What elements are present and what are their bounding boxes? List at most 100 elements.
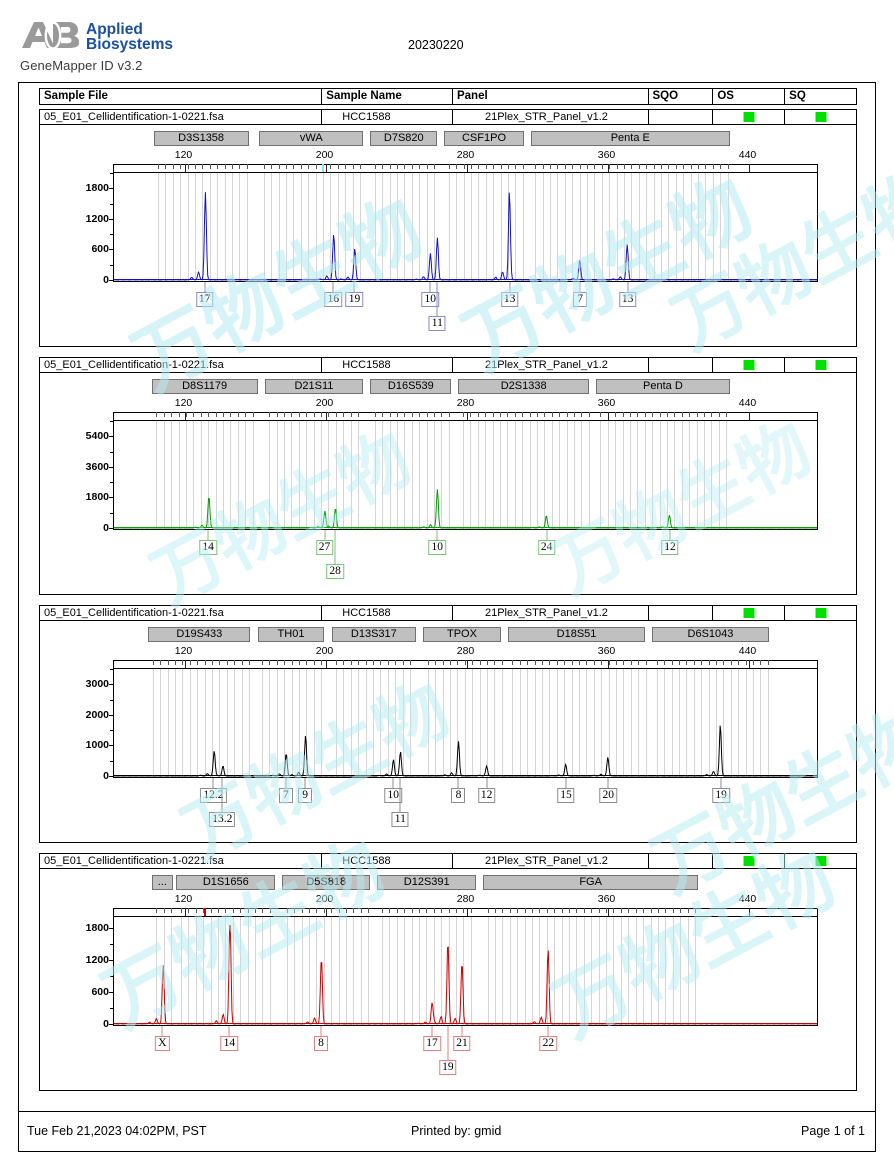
allele-call-9[interactable]: 9 [298,788,313,803]
y-tick-label-1000: 1000 [85,739,109,752]
ruler-minor-tick [426,412,428,417]
marker-FGA[interactable]: FGA [483,875,699,890]
bin-gridline [698,173,700,281]
marker-D18S51[interactable]: D18S51 [507,627,646,642]
sample-info-row[interactable]: 05_E01_Cellidentification-1-0221.fsa HCC1… [40,854,856,869]
ruler-minor-tick [726,412,728,417]
allele-call-11[interactable]: 11 [428,316,446,331]
sample-panel-black[interactable]: 05_E01_Cellidentification-1-0221.fsa HCC1… [39,605,857,843]
ruler-minor-tick [657,908,659,913]
ruler-minor-tick [172,164,174,169]
allele-call-13[interactable]: 13 [618,292,637,307]
report-footer: Tue Feb 21,2023 04:02PM, PST Printed by:… [19,1111,875,1151]
sample-info-row[interactable]: 05_E01_Cellidentification-1-0221.fsa HCC1… [40,110,856,125]
cell-panel: 21Plex_STR_Panel_v1.2 [453,854,649,868]
ruler-minor-tick [630,660,632,665]
marker-D19S433[interactable]: D19S433 [148,627,251,642]
bin-gridline [522,173,524,281]
bin-gridline [745,669,747,777]
marker-D3S1358[interactable]: D3S1358 [153,131,249,146]
ruler-minor-tick [427,660,429,665]
y-tick-label-3000: 3000 [85,678,109,691]
allele-call-10[interactable]: 10 [384,788,402,803]
allele-call-24[interactable]: 24 [537,540,556,555]
sample-panel-red[interactable]: 05_E01_Cellidentification-1-0221.fsa HCC1… [39,853,857,1091]
cell-sqo [649,358,714,372]
electropherogram-plot-green[interactable] [113,420,818,530]
marker-D2S1338[interactable]: D2S1338 [458,379,589,394]
bin-gridline [767,669,769,777]
ruler-minor-tick [507,412,509,417]
ruler-minor-tick [174,660,176,665]
allele-call-19[interactable]: 19 [439,1060,457,1075]
marker----[interactable]: ... [151,875,173,890]
marker-D7S820[interactable]: D7S820 [370,131,438,146]
allele-call-13.2[interactable]: 13.2 [209,812,236,827]
allele-call-14[interactable]: 14 [199,540,217,555]
bin-gridline [549,669,551,777]
allele-call-12[interactable]: 12 [661,540,679,555]
allele-call-14[interactable]: 14 [220,1036,239,1051]
marker-vWA[interactable]: vWA [259,131,364,146]
allele-call-8[interactable]: 8 [313,1036,328,1051]
bin-gridline [492,421,494,529]
allele-call-12[interactable]: 12 [477,788,496,803]
electropherogram-plot-black[interactable] [113,668,818,778]
allele-call-10[interactable]: 10 [421,292,439,307]
allele-call-19[interactable]: 19 [345,292,364,307]
allele-call-28[interactable]: 28 [326,564,344,579]
allele-call-13[interactable]: 13 [500,292,519,307]
allele-call-21[interactable]: 21 [453,1036,471,1051]
ruler-minor-tick [293,164,295,169]
bin-gridline [180,917,182,1025]
marker-D6S1043[interactable]: D6S1043 [652,627,769,642]
marker-D8S1179[interactable]: D8S1179 [151,379,258,394]
ruler-minor-tick [630,412,632,417]
allele-call-12.2[interactable]: 12.2 [200,788,227,803]
bin-gridline [631,173,633,281]
sample-info-row[interactable]: 05_E01_Cellidentification-1-0221.fsa HCC1… [40,358,856,373]
ruler-minor-tick [262,660,264,665]
marker-D1S1656[interactable]: D1S1656 [176,875,276,890]
allele-call-10[interactable]: 10 [428,540,447,555]
marker-CSF1PO[interactable]: CSF1PO [444,131,524,146]
allele-call-8[interactable]: 8 [451,788,466,803]
sample-panel-blue[interactable]: 05_E01_Cellidentification-1-0221.fsa HCC1… [39,109,857,347]
marker-D5S818[interactable]: D5S818 [282,875,371,890]
allele-call-X[interactable]: X [155,1036,170,1051]
allele-call-19[interactable]: 19 [712,788,730,803]
sample-panel-green[interactable]: 05_E01_Cellidentification-1-0221.fsa HCC1… [39,357,857,595]
allele-call-27[interactable]: 27 [315,540,334,555]
marker-D13S317[interactable]: D13S317 [331,627,417,642]
marker-D21S11[interactable]: D21S11 [264,379,364,394]
y-minor-tick [110,1007,113,1009]
bin-gridline [262,917,264,1025]
y-minor-tick [110,173,113,174]
ruler-minor-tick [477,412,479,417]
marker-D16S539[interactable]: D16S539 [370,379,452,394]
allele-call-17[interactable]: 17 [423,1036,441,1051]
allele-call-16[interactable]: 16 [324,292,343,307]
ruler-minor-tick [659,412,661,417]
allele-call-20[interactable]: 20 [599,788,617,803]
marker-Penta E[interactable]: Penta E [530,131,730,146]
allele-call-15[interactable]: 15 [557,788,575,803]
ruler-minor-tick [360,908,362,913]
marker-TH01[interactable]: TH01 [257,627,325,642]
marker-TPOX[interactable]: TPOX [423,627,501,642]
allele-call-7[interactable]: 7 [278,788,293,803]
bin-gridline [509,917,511,1025]
electropherogram-plot-red[interactable] [113,916,818,1026]
allele-call-22[interactable]: 22 [539,1036,558,1051]
ruler-tick-label-440: 440 [738,645,757,657]
electropherogram-plot-blue[interactable] [113,172,818,282]
marker-Penta D[interactable]: Penta D [595,379,730,394]
allele-call-17[interactable]: 17 [195,292,214,307]
sample-info-row[interactable]: 05_E01_Cellidentification-1-0221.fsa HCC1… [40,606,856,621]
marker-D12S391[interactable]: D12S391 [377,875,477,890]
allele-call-11[interactable]: 11 [391,812,409,827]
ruler-minor-tick [195,908,197,913]
allele-call-7[interactable]: 7 [573,292,588,307]
bin-gridline [262,669,264,777]
bin-gridline [455,917,457,1025]
